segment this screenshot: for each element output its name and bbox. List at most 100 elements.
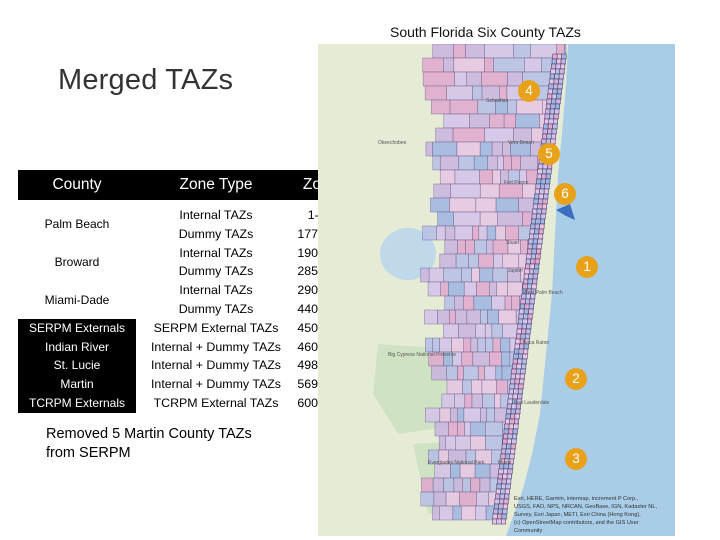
taz-zone <box>538 198 544 205</box>
taz-zone <box>509 383 515 390</box>
taz-zone <box>522 353 528 360</box>
taz-zone <box>470 337 479 353</box>
place-label: Jupiter <box>508 268 523 274</box>
taz-zone <box>424 85 447 101</box>
taz-zone <box>556 58 562 65</box>
taz-zone <box>535 253 541 260</box>
taz-zone <box>550 103 556 110</box>
place-label: West Palm Beach <box>523 290 563 296</box>
taz-zone <box>560 58 566 65</box>
taz-zone <box>507 468 513 475</box>
taz-zone <box>542 133 548 140</box>
taz-zone <box>446 365 458 381</box>
place-label: Fort Pierce <box>504 180 529 186</box>
note-text: Removed 5 Martin County TAZs from SERPM <box>46 426 252 461</box>
taz-zone <box>432 155 441 171</box>
taz-zone <box>520 239 529 255</box>
taz-zone <box>503 113 516 129</box>
taz-zone <box>435 127 454 143</box>
header-zone-type: Zone Type <box>136 170 296 200</box>
taz-zone <box>422 57 444 73</box>
taz-map[interactable]: Sebastian Vero Beach Fort Pierce Okeechobee… <box>318 44 675 536</box>
taz-zone <box>511 295 520 311</box>
taz-zone <box>444 225 456 241</box>
taz-zone <box>544 118 549 125</box>
taz-zone <box>519 303 525 310</box>
taz-zone <box>503 468 508 475</box>
taz-zone <box>421 477 434 493</box>
taz-zone <box>556 93 562 100</box>
taz-zone <box>526 323 532 330</box>
taz-zone <box>496 518 502 525</box>
taz-zone <box>508 388 514 395</box>
county-cell: SERPM Externals <box>18 318 136 338</box>
taz-zone <box>531 248 537 255</box>
taz-zone <box>531 218 536 225</box>
taz-zone <box>536 173 542 180</box>
attribution-line: USGS, FAO, NPS, NRCAN, GeoBase, IGN, Kad… <box>514 504 657 510</box>
place-label: Sebastian <box>486 98 508 104</box>
place-label: Boca Raton <box>523 340 549 346</box>
taz-zone <box>523 313 529 320</box>
zone-badge-1: 1 <box>576 256 598 278</box>
taz-zone <box>513 388 519 395</box>
taz-zone <box>532 278 538 285</box>
taz-zone <box>502 503 508 510</box>
taz-zone <box>440 281 449 297</box>
taz-zone <box>455 309 468 325</box>
taz-zone <box>534 228 540 235</box>
taz-zone <box>473 295 492 311</box>
taz-zone <box>536 208 542 215</box>
taz-zone <box>519 378 525 385</box>
taz-zone <box>479 183 500 199</box>
taz-zone <box>518 383 524 390</box>
taz-zone <box>552 123 558 130</box>
taz-zone <box>443 323 459 339</box>
taz-zone <box>477 365 485 381</box>
taz-zone <box>539 188 545 195</box>
county-cell: Broward <box>54 254 100 269</box>
taz-zone <box>529 263 535 270</box>
zone-type-cell: Internal + Dummy TAZs <box>150 377 282 392</box>
taz-zone <box>452 505 462 521</box>
taz-zone <box>538 163 544 170</box>
taz-zone <box>514 413 520 420</box>
taz-zone <box>450 183 481 199</box>
taz-zone <box>547 123 553 130</box>
taz-zone <box>484 44 514 59</box>
taz-zone <box>495 365 503 381</box>
taz-zone <box>518 318 523 325</box>
taz-zone <box>511 438 517 445</box>
taz-zone <box>551 98 557 105</box>
taz-zone <box>461 351 474 367</box>
taz-zone <box>528 308 534 315</box>
taz-zone <box>528 303 534 310</box>
taz-zone <box>489 113 505 129</box>
taz-zone <box>505 225 519 241</box>
taz-zone <box>462 379 472 395</box>
taz-zone <box>456 141 481 157</box>
table-row: Broward Internal TAZs 1901-2853 <box>18 244 358 269</box>
taz-zone <box>453 477 464 493</box>
taz-zone <box>445 491 460 507</box>
taz-zone <box>491 141 503 157</box>
taz-zone <box>459 463 476 479</box>
taz-zone <box>479 169 493 185</box>
taz-zone <box>555 63 561 70</box>
taz-zone <box>523 348 529 355</box>
taz-zone <box>425 141 433 157</box>
taz-zone <box>454 225 473 241</box>
taz-zone <box>465 239 475 255</box>
taz-zone <box>521 328 527 335</box>
taz-zone <box>478 225 488 241</box>
taz-zone <box>432 44 454 59</box>
taz-zone <box>532 243 538 250</box>
table-row: SERPM Externals SERPM External TAZs 4501… <box>18 318 358 338</box>
taz-zone <box>542 128 548 135</box>
taz-zone <box>532 273 538 280</box>
taz-zone <box>525 333 531 340</box>
taz-zone <box>450 463 461 479</box>
taz-zone <box>523 278 529 285</box>
taz-zone <box>545 173 551 180</box>
taz-zone <box>554 108 560 115</box>
